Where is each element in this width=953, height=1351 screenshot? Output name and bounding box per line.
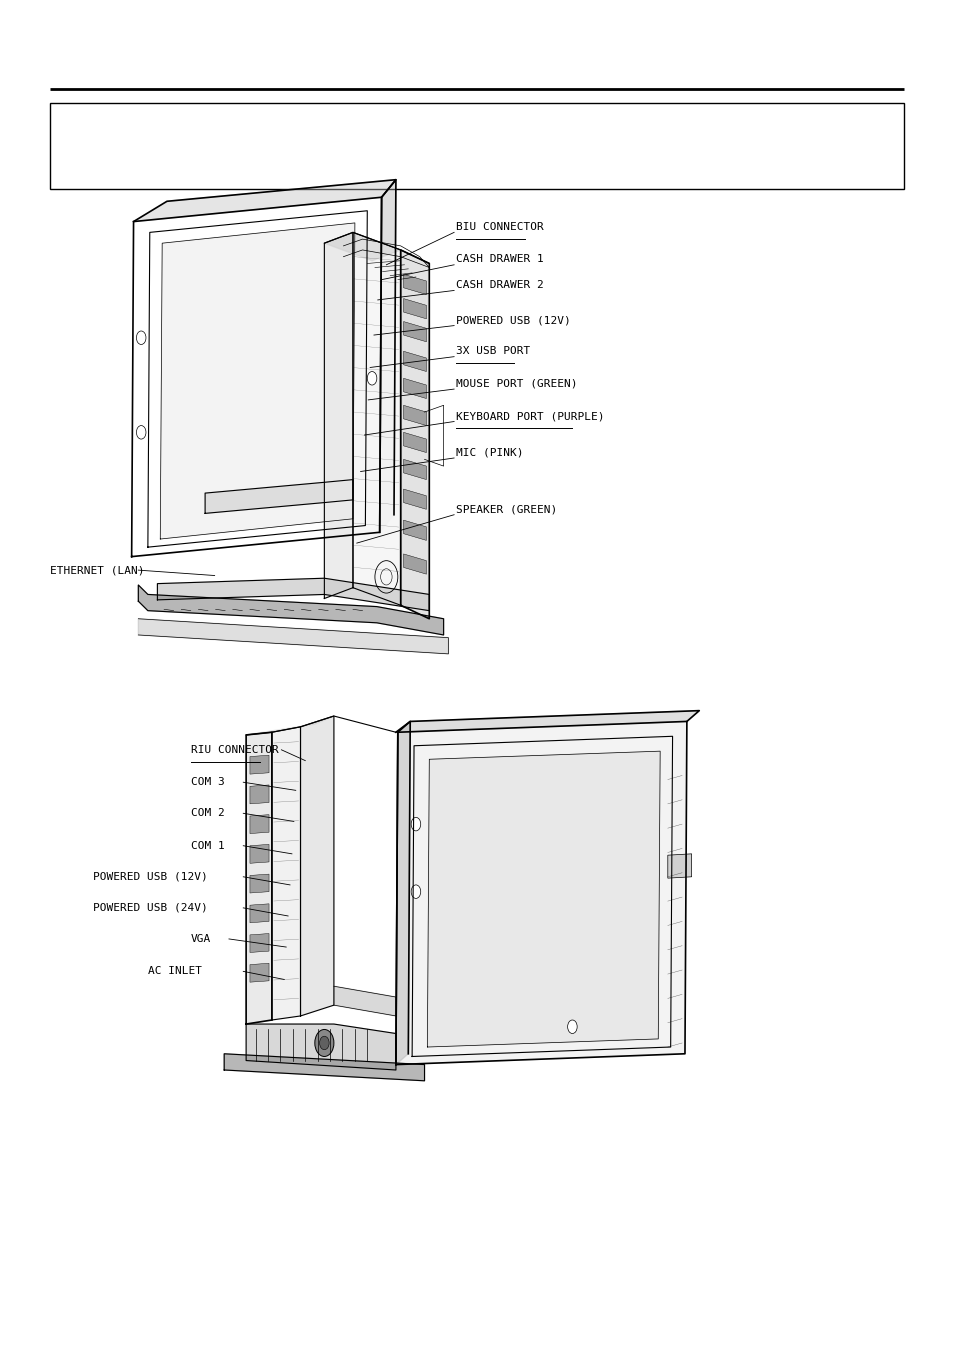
Text: POWERED USB (24V): POWERED USB (24V): [92, 902, 207, 913]
Polygon shape: [403, 459, 426, 480]
Polygon shape: [246, 716, 334, 735]
Polygon shape: [403, 489, 426, 509]
Text: 3X USB PORT: 3X USB PORT: [456, 346, 530, 357]
Polygon shape: [160, 223, 355, 539]
Polygon shape: [395, 721, 686, 1065]
Polygon shape: [667, 854, 691, 878]
Circle shape: [136, 331, 146, 345]
Circle shape: [136, 426, 146, 439]
Text: COM 3: COM 3: [191, 777, 224, 788]
Polygon shape: [427, 751, 659, 1047]
Polygon shape: [250, 755, 269, 774]
Polygon shape: [324, 232, 353, 598]
Text: ETHERNET (LAN): ETHERNET (LAN): [50, 565, 144, 576]
Polygon shape: [403, 432, 426, 453]
Bar: [50, 103, 903, 189]
Polygon shape: [246, 732, 272, 1024]
Polygon shape: [403, 322, 426, 342]
Text: COM 2: COM 2: [191, 808, 224, 819]
Polygon shape: [403, 405, 426, 426]
Polygon shape: [157, 578, 429, 611]
Text: SPEAKER (GREEN): SPEAKER (GREEN): [456, 504, 557, 515]
Polygon shape: [250, 874, 269, 893]
Text: AC INLET: AC INLET: [148, 966, 202, 977]
Polygon shape: [300, 716, 334, 1016]
Polygon shape: [250, 963, 269, 982]
Polygon shape: [138, 619, 448, 654]
Polygon shape: [250, 904, 269, 923]
Text: COM 1: COM 1: [191, 840, 224, 851]
Polygon shape: [334, 986, 395, 1016]
Text: MOUSE PORT (GREEN): MOUSE PORT (GREEN): [456, 378, 577, 389]
Polygon shape: [403, 520, 426, 540]
Text: CASH DRAWER 2: CASH DRAWER 2: [456, 280, 543, 290]
Text: BIU CONNECTOR: BIU CONNECTOR: [456, 222, 543, 232]
Polygon shape: [250, 844, 269, 863]
Circle shape: [367, 372, 376, 385]
Polygon shape: [224, 1054, 424, 1081]
Polygon shape: [400, 250, 429, 619]
Polygon shape: [403, 274, 426, 295]
Polygon shape: [379, 180, 395, 532]
Polygon shape: [353, 232, 400, 605]
Polygon shape: [138, 585, 443, 635]
Polygon shape: [324, 232, 400, 261]
Polygon shape: [246, 1024, 395, 1070]
Circle shape: [567, 1020, 577, 1034]
Polygon shape: [133, 180, 395, 222]
Polygon shape: [403, 299, 426, 319]
Text: KEYBOARD PORT (PURPLE): KEYBOARD PORT (PURPLE): [456, 411, 604, 422]
Polygon shape: [272, 727, 300, 1020]
Polygon shape: [395, 711, 699, 732]
Polygon shape: [403, 351, 426, 372]
Polygon shape: [250, 815, 269, 834]
Polygon shape: [250, 934, 269, 952]
Text: MIC (PINK): MIC (PINK): [456, 447, 523, 458]
Text: CASH DRAWER 1: CASH DRAWER 1: [456, 254, 543, 265]
Text: VGA: VGA: [191, 934, 211, 944]
Circle shape: [411, 817, 420, 831]
Circle shape: [314, 1029, 334, 1056]
Polygon shape: [403, 554, 426, 574]
Polygon shape: [250, 785, 269, 804]
Text: RIU CONNECTOR: RIU CONNECTOR: [191, 744, 278, 755]
Text: POWERED USB (12V): POWERED USB (12V): [456, 315, 570, 326]
Polygon shape: [403, 378, 426, 399]
Text: POWERED USB (12V): POWERED USB (12V): [92, 871, 207, 882]
Polygon shape: [395, 721, 410, 1065]
Polygon shape: [205, 480, 353, 513]
Circle shape: [411, 885, 420, 898]
Circle shape: [319, 1036, 329, 1050]
